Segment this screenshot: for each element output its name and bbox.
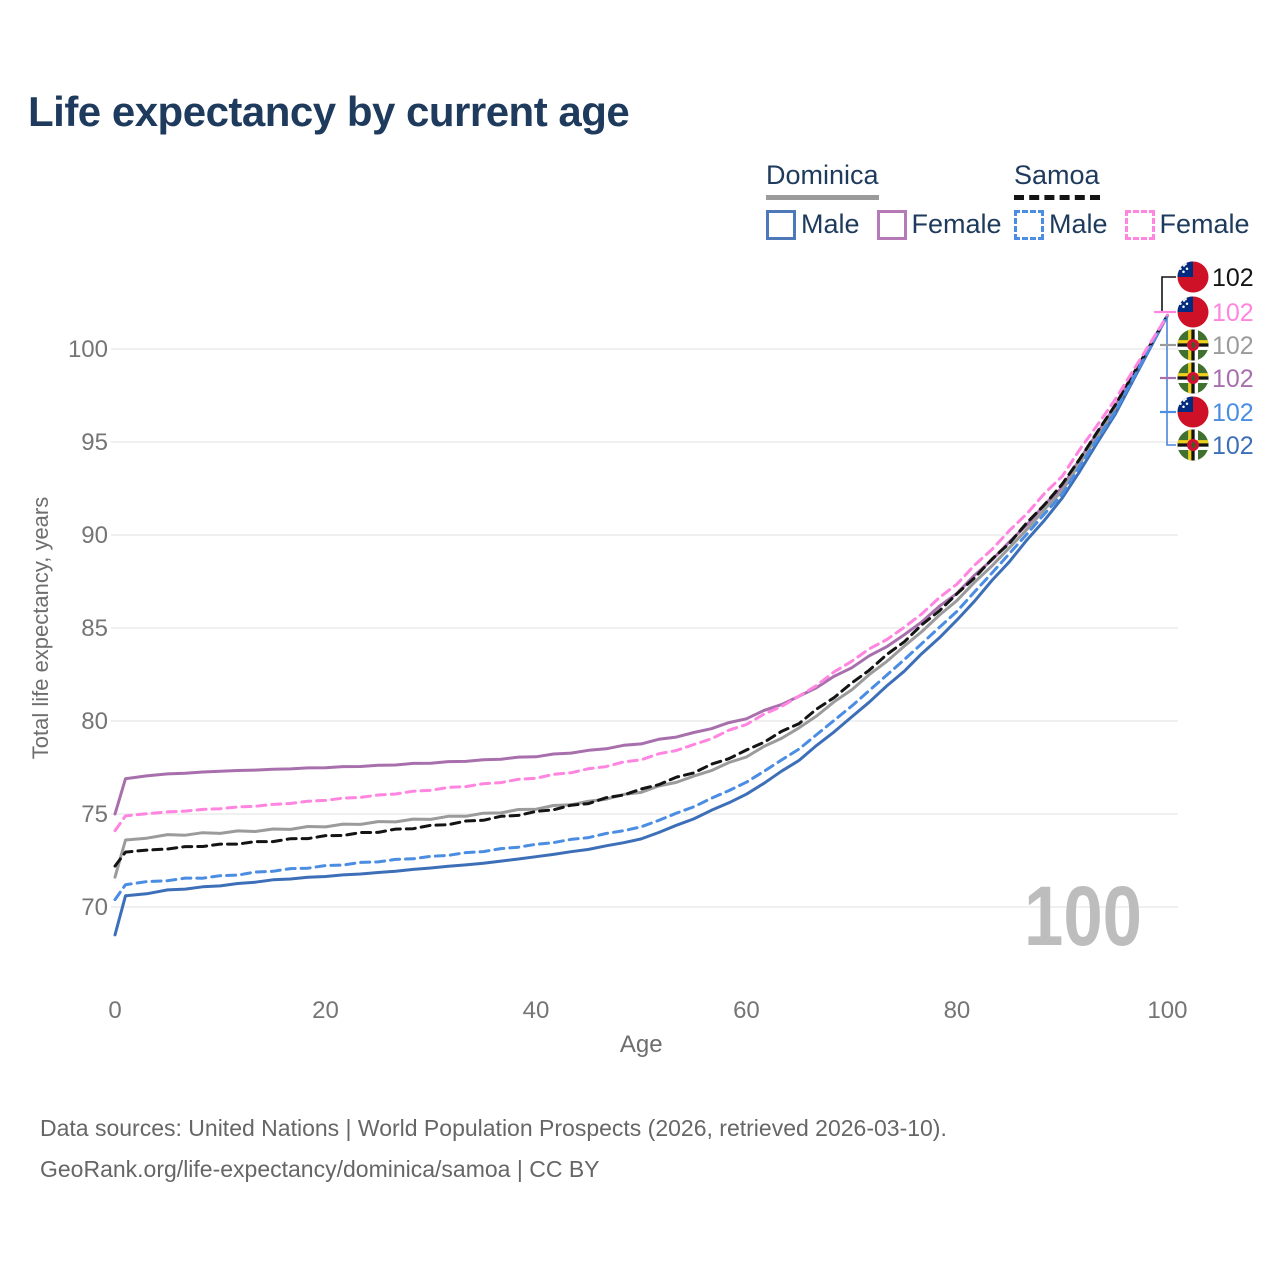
flag-dominica-icon [1177,329,1209,361]
end-label-leaders [1154,276,1176,446]
legend-item-dominica-female[interactable]: Female [876,209,1002,240]
end-label-value: 102 [1212,299,1254,327]
flag-dominica-icon [1177,429,1209,461]
legend-item-dominica-male[interactable]: Male [766,209,860,240]
y-tick-label: 75 [81,801,108,828]
legend-label: Female [911,209,1002,239]
y-axis-title: Total life expectancy, years [28,497,53,760]
legend-country-dominica[interactable]: Dominica [766,160,879,200]
legend-country-samoa[interactable]: Samoa [1014,160,1100,200]
series-line-dominica[interactable] [113,314,1169,879]
x-axis-title: Age [620,1031,663,1058]
y-tick-label: 100 [68,336,108,363]
end-label-samoa[interactable]: 102 [1212,264,1254,292]
end-label-value: 102 [1212,365,1254,393]
end-label-value: 102 [1212,399,1254,427]
series-line-dominica-female[interactable] [113,314,1169,816]
leader-dominica-male [1166,316,1176,446]
y-tick-label: 80 [81,708,108,735]
end-label-value: 102 [1212,432,1254,460]
legend-group-dominica: Dominica Male Female [766,160,1019,240]
x-tick-label: 100 [1147,997,1187,1024]
x-tick-label: 40 [523,997,550,1024]
legend-items-dominica: Male Female [766,209,1019,240]
footer-attribution: GeoRank.org/life-expectancy/dominica/sam… [40,1156,600,1182]
flag-samoa-icon [1177,396,1209,428]
x-tick-label: 60 [733,997,760,1024]
dominica-male-swatch-icon [766,209,796,240]
series-line-samoa-female[interactable] [113,314,1169,833]
end-label-samoa-female[interactable]: 102 [1212,299,1254,327]
legend-label: Male [801,209,860,239]
page-title: Life expectancy by current age [28,88,630,135]
end-label-dominica-male[interactable]: 102 [1212,432,1254,460]
end-label-value: 102 [1212,264,1254,292]
end-label-samoa-male[interactable]: 102 [1212,399,1254,427]
age-counter-watermark: 100 [1024,869,1142,963]
dominica-female-swatch-icon [876,209,907,240]
y-tick-label: 70 [81,894,108,921]
legend-label: Female [1159,209,1250,239]
samoa-male-swatch-icon [1014,209,1044,240]
legend-item-samoa-male[interactable]: Male [1014,209,1108,240]
x-tick-label: 80 [944,997,971,1024]
flag-samoa-icon [1177,296,1209,328]
end-label-dominica[interactable]: 102 [1212,332,1254,360]
series-line-samoa[interactable] [113,314,1169,868]
flag-dominica-icon [1177,362,1209,394]
gridlines: 70 75 80 85 90 95 100 [68,336,1178,921]
legend-group-samoa: Samoa Male Female [1014,160,1267,240]
chart-legend: Dominica Male Female Samoa Male [0,160,1280,250]
flag-samoa-icon [1177,261,1209,293]
end-label-value: 102 [1212,332,1254,360]
y-tick-label: 85 [81,615,108,642]
legend-items-samoa: Male Female [1014,209,1267,240]
footer: Data sources: United Nations | World Pop… [40,1108,947,1190]
leader-samoa-all [1161,276,1176,313]
x-tick-label: 20 [312,997,339,1024]
legend-item-samoa-female[interactable]: Female [1124,209,1250,240]
y-tick-label: 90 [81,522,108,549]
x-tick-label: 0 [108,997,121,1024]
legend-label: Male [1049,209,1108,239]
samoa-female-swatch-icon [1124,209,1155,240]
end-label-dominica-female[interactable]: 102 [1212,365,1254,393]
y-tick-label: 95 [81,429,108,456]
footer-data-sources: Data sources: United Nations | World Pop… [40,1115,947,1141]
series-line-dominica-male[interactable] [113,314,1169,937]
series-line-samoa-male[interactable] [113,314,1169,902]
